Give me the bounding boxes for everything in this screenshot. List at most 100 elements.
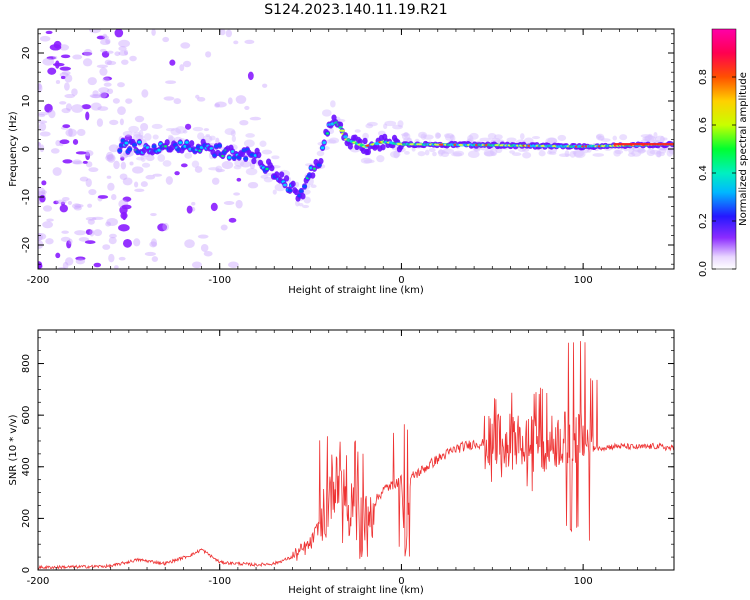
spectrogram-blob [239,120,249,126]
spectrogram-blob [224,128,236,135]
spectrogram-xtick-label: 0 [398,275,404,286]
spectrogram-blob [322,141,327,144]
spectrogram-blob [61,71,71,75]
spectrogram-blob [235,199,243,209]
spectrogram-blob [39,35,51,42]
spectrogram-blob [506,137,517,143]
spectrogram-blob [121,59,129,65]
spectrogram-blob [138,129,144,138]
spectrogram-blob [162,222,169,231]
spectrogram-blob [85,151,91,161]
spectrogram-blob [467,150,480,159]
spectrogram-blob [219,29,226,36]
spectrogram-blob [227,261,239,268]
spectrogram-blob [163,145,168,148]
spectrogram-blob [106,151,114,160]
snr-ytick-label: 200 [21,509,32,528]
spectrogram-blob [45,238,54,245]
spectrogram-blob [53,200,59,205]
spectrogram-blob [129,161,134,166]
spectrogram-blob [64,74,73,83]
spectrogram-blob [71,88,78,96]
spectrogram-blob [612,135,618,141]
spectrogram-blob [118,39,131,48]
spectrogram-blob [46,56,56,60]
spectrogram-blob [113,160,120,170]
spectrogram-blob [111,194,117,201]
spectrogram-blob [96,118,104,127]
spectrogram-blob [106,60,117,66]
spectrogram-blob [85,178,92,188]
snr-xtick-label: -100 [208,576,231,587]
spectrogram-blob [479,137,492,142]
spectrogram-blob [157,154,166,162]
spectrogram-blob [100,92,110,99]
spectrogram-blob [245,133,255,138]
spectrogram-blob [108,253,115,263]
spectrogram-blob [205,134,211,138]
spectrogram-blob [294,200,300,207]
spectrogram-blob [150,238,157,247]
spectrogram-xtick-label: -200 [27,275,50,286]
spectrogram-blob [46,218,54,222]
spectrogram-blob [84,150,94,157]
spectrogram-blob [428,147,436,153]
spectrogram-blob [236,177,242,182]
spectrogram-blob [199,146,204,149]
spectrogram-blob [122,177,133,186]
spectrogram-blob [82,160,88,164]
spectrogram-blob [303,196,311,204]
spectrogram-blob [129,55,137,62]
spectrogram-blob [127,147,132,152]
spectrogram-blob [298,202,304,207]
spectrogram-blob [362,132,369,140]
spectrogram-blob [197,132,205,140]
spectrogram-blob [87,218,95,225]
spectrogram-blob [151,256,159,262]
spectrogram-blob [230,150,235,153]
spectrogram-blob [108,236,117,245]
spectrogram-blob [564,150,570,157]
spectrogram-blob [140,181,148,188]
colorbar-tick-label: 0.4 [698,165,709,181]
spectrogram-blob [109,233,117,239]
spectrogram-blob [61,230,69,234]
spectrogram-blob [59,139,70,145]
spectrogram-blob [59,204,68,213]
spectrogram-blob [59,101,67,105]
spectrogram-blob [521,147,530,153]
spectrogram-ytick-label: 0 [21,146,32,152]
spectrogram-blob [164,139,170,146]
spectrogram-ytick-label: 10 [21,95,32,108]
snr-xlabel: Height of straight line (km) [288,585,424,596]
spectrogram-blob [337,121,344,128]
spectrogram-blob [380,143,386,151]
spectrogram-blob [179,64,185,72]
spectrogram-blob [628,147,635,155]
spectrogram-blob [184,239,195,249]
spectrogram-blob [214,103,221,108]
spectrogram-blob [76,128,86,137]
spectrogram-blob [451,152,463,157]
spectrogram-blob [106,217,118,227]
spectrogram-xtick-label: 100 [574,275,593,286]
spectrogram-blob [163,96,175,101]
spectrogram-blob [423,134,434,140]
spectrogram-blob [435,132,442,138]
spectrogram-blob [221,161,234,170]
spectrogram-blob [82,58,93,67]
spectrogram-blob [133,238,141,247]
spectrogram-blob [189,140,195,147]
spectrogram-blob [62,159,73,164]
spectrogram-blob [121,204,132,210]
spectrogram-blob [298,189,304,193]
colorbar-tick-label: 0.2 [698,213,709,229]
spectrogram-blob [141,89,149,98]
spectrogram-blob [185,140,189,144]
spectrogram-blob [205,51,212,58]
spectrogram-blob [484,150,496,157]
spectrogram-blob [73,205,82,211]
spectrogram-blob [384,120,397,127]
spectrogram-blob [118,46,127,52]
